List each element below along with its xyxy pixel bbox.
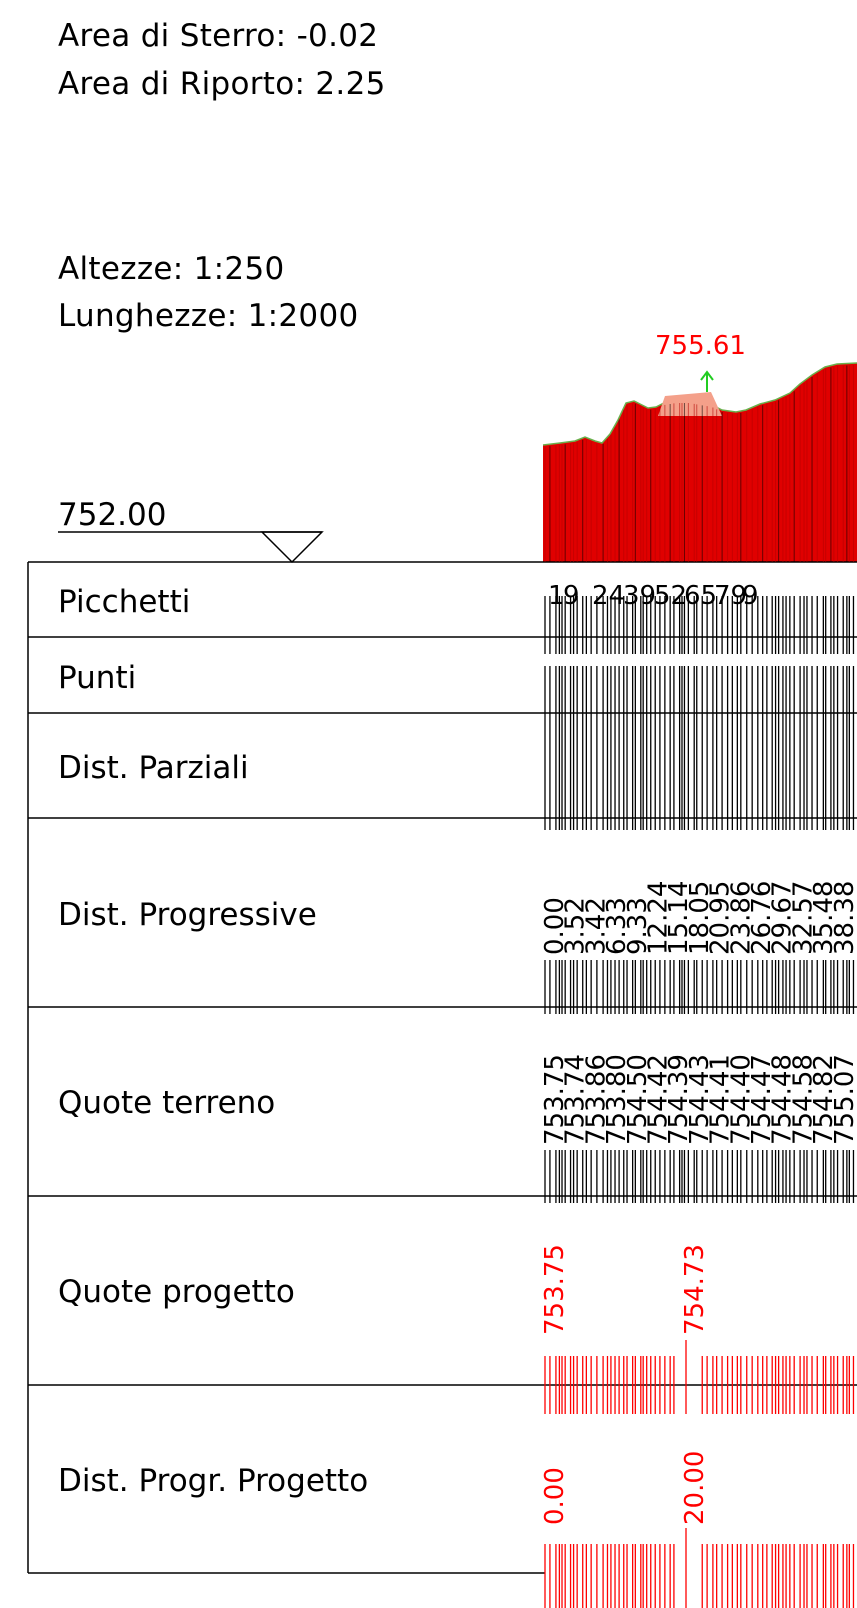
table-frame [27, 561, 857, 1574]
picchetti-value: 65 [684, 581, 717, 611]
quote-terreno-value: 754.42 [644, 1054, 674, 1145]
table-values: 19 243952657990.003.523.426.339.3312.2415… [540, 581, 857, 1525]
elevation-label: 755.61 [655, 331, 746, 361]
dist-progressive-value: 23.86 [726, 881, 756, 955]
quote-terreno-value: 755.07 [830, 1054, 857, 1145]
quote-progetto-value: 754.73 [680, 1244, 710, 1335]
picchetti-value: 9 [742, 581, 759, 611]
picchetti-value: 24 [592, 581, 625, 611]
quote-terreno-value: 753.75 [540, 1054, 570, 1145]
quote-terreno-value: 754.82 [809, 1054, 839, 1145]
dist-progr-progetto-value: 0.00 [540, 1467, 570, 1525]
dist-progressive-value: 18.05 [685, 881, 715, 955]
quote-terreno-value: 753.86 [581, 1054, 611, 1145]
dist-progressive-value: 15.14 [664, 881, 694, 955]
table-columns [544, 365, 855, 1608]
dist-progressive-value: 9.33 [623, 897, 653, 955]
elevation-arrow-icon [700, 370, 714, 392]
scale-lunghezze-text: Lunghezze: 1:2000 [58, 298, 359, 334]
scale-altezze-text: Altezze: 1:250 [58, 251, 285, 287]
quote-terreno-value: 754.50 [623, 1054, 653, 1145]
row-label-punti: Punti [58, 660, 136, 696]
quote-terreno-value: 754.48 [768, 1054, 798, 1145]
row-label-quote-progetto: Quote progetto [58, 1274, 295, 1310]
quote-terreno-value: 754.47 [747, 1054, 777, 1145]
quote-terreno-value: 753.74 [561, 1054, 591, 1145]
quote-terreno-value: 754.40 [726, 1054, 756, 1145]
dist-progressive-value: 26.76 [747, 881, 777, 955]
row-label-picchetti: Picchetti [58, 584, 190, 620]
reference-triangle-icon [260, 531, 324, 564]
quote-terreno-value: 753.80 [602, 1054, 632, 1145]
dist-progressive-value: 35.48 [809, 881, 839, 955]
picchetti-value: 52 [654, 581, 687, 611]
terrain-profile [542, 362, 857, 562]
dist-progressive-value: 32.57 [788, 881, 818, 955]
area-riporto-text: Area di Riporto: 2.25 [58, 66, 386, 102]
dist-progressive-value: 3.42 [581, 897, 611, 955]
picchetti-value: 79 [714, 581, 747, 611]
row-label-dist-parziali: Dist. Parziali [58, 750, 249, 786]
quote-progetto-value: 753.75 [540, 1244, 570, 1335]
dist-progressive-value: 20.95 [706, 881, 736, 955]
row-label-dist-progressive: Dist. Progressive [58, 897, 317, 933]
dist-progressive-value: 3.52 [561, 897, 591, 955]
quote-terreno-value: 754.43 [685, 1054, 715, 1145]
terrain-fill [543, 363, 857, 562]
dist-progr-progetto-value: 20.00 [680, 1451, 710, 1525]
row-label-dist-progr-progetto: Dist. Progr. Progetto [58, 1463, 368, 1499]
dist-progressive-value: 12.24 [644, 881, 674, 955]
quote-terreno-value: 754.58 [788, 1054, 818, 1145]
area-sterro-text: Area di Sterro: -0.02 [58, 18, 379, 54]
dist-progressive-value: 6.33 [602, 897, 632, 955]
dist-progressive-value: 38.38 [830, 881, 857, 955]
quote-terreno-value: 754.41 [706, 1054, 736, 1145]
quote-terreno-value: 754.39 [664, 1054, 694, 1145]
dist-progressive-value: 0.00 [540, 897, 570, 955]
picchetti-value: 1 [548, 581, 565, 611]
reference-elevation: 752.00 [58, 497, 166, 533]
picchetti-value: 9 [563, 581, 580, 611]
row-label-quote-terreno: Quote terreno [58, 1085, 275, 1121]
dist-progressive-value: 29.67 [768, 881, 798, 955]
picchetti-value: 39 [623, 581, 656, 611]
